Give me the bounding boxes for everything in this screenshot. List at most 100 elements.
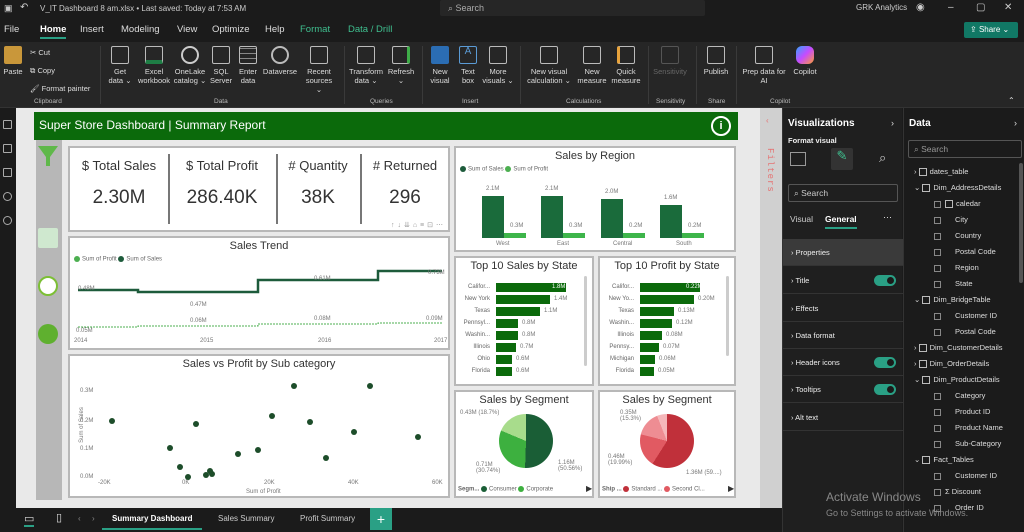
- filters-pane-collapsed[interactable]: ‹ Filters: [760, 108, 782, 508]
- header-icons-toggle[interactable]: [874, 357, 896, 368]
- analytics-icon[interactable]: ⌕: [879, 150, 887, 165]
- tree-field-item[interactable]: Customer ID: [934, 311, 997, 327]
- slicer-icon[interactable]: [38, 228, 58, 248]
- search-input[interactable]: ⌕ Search: [440, 0, 705, 16]
- excel-workbook-button[interactable]: Excel workbook: [136, 46, 172, 85]
- page-tab-sales-summary[interactable]: Sales Summary: [218, 514, 275, 523]
- top-sales-by-state-chart[interactable]: Top 10 Sales by State Califor... 1.8M New…: [454, 256, 594, 386]
- section-header-icons[interactable]: › Header icons: [783, 349, 903, 376]
- tree-field-item[interactable]: Postal Code: [934, 327, 996, 343]
- info-icon[interactable]: i: [711, 116, 731, 136]
- table-view-icon[interactable]: [3, 144, 12, 153]
- tree-field-item[interactable]: Postal Code: [934, 247, 996, 263]
- enter-data-button[interactable]: Enter data: [236, 46, 260, 85]
- cut-button[interactable]: ✂ Cut: [30, 48, 51, 57]
- page-tab-summary-dashboard[interactable]: Summary Dashboard: [102, 508, 203, 530]
- tree-field-item[interactable]: Order ID: [934, 503, 984, 519]
- tree-table-item[interactable]: › Dim_OrderDetails: [914, 359, 990, 369]
- build-visual-icon[interactable]: [790, 152, 806, 166]
- copilot-button[interactable]: Copilot: [790, 46, 820, 76]
- next-page-icon[interactable]: ›: [92, 514, 95, 523]
- menu-data-drill[interactable]: Data / Drill: [348, 24, 393, 35]
- tree-table-item[interactable]: › Dim_CustomerDetails: [914, 343, 1003, 353]
- prev-page-icon[interactable]: ‹: [78, 514, 81, 523]
- avatar-icon[interactable]: ◉: [916, 2, 925, 13]
- get-data-button[interactable]: Get data ⌄: [106, 46, 134, 85]
- save-icon[interactable]: ▣: [4, 3, 13, 13]
- copy-button[interactable]: ⧉ Copy: [30, 66, 55, 75]
- tree-field-item[interactable]: Country: [934, 231, 981, 247]
- tooltips-toggle[interactable]: [874, 384, 896, 395]
- undo-icon[interactable]: ↶: [20, 2, 29, 13]
- kpi-card[interactable]: $ Total Sales 2.30M $ Total Profit 286.40K…: [68, 146, 450, 232]
- tab-visual[interactable]: Visual: [790, 214, 813, 224]
- close-button[interactable]: ✕: [1004, 2, 1013, 13]
- section-properties[interactable]: › Properties: [783, 239, 903, 266]
- scrollbar[interactable]: [584, 276, 587, 366]
- tree-field-item[interactable]: Σ Discount: [934, 487, 981, 503]
- tree-table-item[interactable]: ⌄ Dim_ProductDetails: [914, 375, 1000, 385]
- desktop-layout-icon[interactable]: ▭: [24, 513, 35, 527]
- section-data-format[interactable]: › Data format: [783, 322, 903, 349]
- quick-measure-button[interactable]: Quick measure: [610, 46, 642, 85]
- minimize-button[interactable]: –: [948, 2, 954, 13]
- tree-field-item[interactable]: Category: [934, 391, 985, 407]
- tree-table-item[interactable]: › dates_table: [914, 167, 969, 177]
- menu-file[interactable]: File: [4, 24, 20, 35]
- paste-button[interactable]: Paste: [2, 46, 24, 76]
- tree-table-item[interactable]: ⌄ Dim_AddressDetails: [914, 183, 1002, 193]
- menu-help[interactable]: Help: [265, 24, 285, 35]
- dax-query-icon[interactable]: [3, 192, 12, 201]
- data-search-input[interactable]: ⌕ Search: [908, 140, 1022, 158]
- menu-modeling[interactable]: Modeling: [121, 24, 160, 35]
- more-visuals-button[interactable]: More visuals ⌄: [482, 46, 514, 85]
- legend-next-icon[interactable]: ▶: [728, 484, 735, 493]
- tmdl-view-icon[interactable]: [3, 216, 12, 225]
- format-visual-icon[interactable]: ✎: [831, 148, 853, 170]
- menu-format[interactable]: Format: [300, 24, 331, 35]
- model-view-icon[interactable]: [3, 168, 12, 177]
- tree-table-item[interactable]: ⌄ Fact_Tables: [914, 455, 974, 465]
- section-alt-text[interactable]: › Alt text: [783, 404, 903, 431]
- profit-page-icon[interactable]: [38, 324, 58, 344]
- sales-page-icon[interactable]: [38, 276, 58, 296]
- sales-by-ship-mode-pie[interactable]: Sales by Segment 0.35M (15.3%) 0.46M (19…: [598, 390, 736, 498]
- dataverse-button[interactable]: Dataverse: [262, 46, 298, 76]
- menu-optimize[interactable]: Optimize: [212, 24, 250, 35]
- tab-general[interactable]: General: [825, 214, 857, 229]
- prep-data-ai-button[interactable]: Prep data for AI: [740, 46, 788, 85]
- share-button[interactable]: ⇪ Share ⌄: [964, 22, 1018, 38]
- format-painter-button[interactable]: 🖌 Format painter: [30, 84, 91, 93]
- tree-field-item[interactable]: Region: [934, 263, 979, 279]
- report-view-icon[interactable]: [3, 120, 12, 129]
- scatter-chart[interactable]: Sales vs Profit by Sub category 0.3M 0.2…: [68, 354, 450, 498]
- new-measure-button[interactable]: New measure: [576, 46, 608, 85]
- new-visual-button[interactable]: New visual: [426, 46, 454, 85]
- section-effects[interactable]: › Effects: [783, 295, 903, 322]
- add-page-button[interactable]: +: [370, 508, 392, 530]
- tree-table-item[interactable]: ⌄ Dim_BridgeTable: [914, 295, 991, 305]
- visual-header-icons[interactable]: ↑↓⇊⌂≡⊡⋯: [390, 222, 446, 229]
- sales-trend-chart[interactable]: Sales Trend Sum of Profit Sum of Sales 0…: [68, 236, 450, 350]
- sales-by-segment-pie[interactable]: Sales by Segment 0.43M (18.7%) 0.71M (30…: [454, 390, 594, 498]
- menu-insert[interactable]: Insert: [80, 24, 104, 35]
- viz-search-input[interactable]: ⌕ Search: [788, 184, 898, 202]
- menu-home[interactable]: Home: [40, 24, 67, 39]
- tree-field-item[interactable]: Customer ID: [934, 471, 997, 487]
- top-profit-by-state-chart[interactable]: Top 10 Profit by State Califor... 0.22M N…: [598, 256, 736, 386]
- more-options-icon[interactable]: ⋯: [883, 212, 892, 222]
- sales-by-region-chart[interactable]: Sales by Region Sum of Sales Sum of Prof…: [454, 146, 736, 252]
- publish-button[interactable]: Publish: [700, 46, 732, 76]
- onelake-catalog-button[interactable]: OneLake catalog ⌄: [173, 46, 207, 85]
- tree-field-item[interactable]: Product ID: [934, 407, 990, 423]
- tree-field-item[interactable]: caledar: [934, 199, 981, 215]
- text-box-button[interactable]: A Text box: [456, 46, 480, 85]
- collapse-pane-icon[interactable]: ›: [1014, 118, 1017, 128]
- tree-field-item[interactable]: Sub-Category: [934, 439, 1001, 455]
- recent-sources-button[interactable]: Recent sources ⌄: [302, 46, 336, 94]
- section-tooltips[interactable]: › Tooltips: [783, 376, 903, 403]
- new-visual-calculation-button[interactable]: New visual calculation ⌄: [524, 46, 574, 85]
- tree-field-item[interactable]: State: [934, 279, 973, 295]
- refresh-button[interactable]: Refresh ⌄: [386, 46, 416, 85]
- scrollbar[interactable]: [726, 276, 729, 356]
